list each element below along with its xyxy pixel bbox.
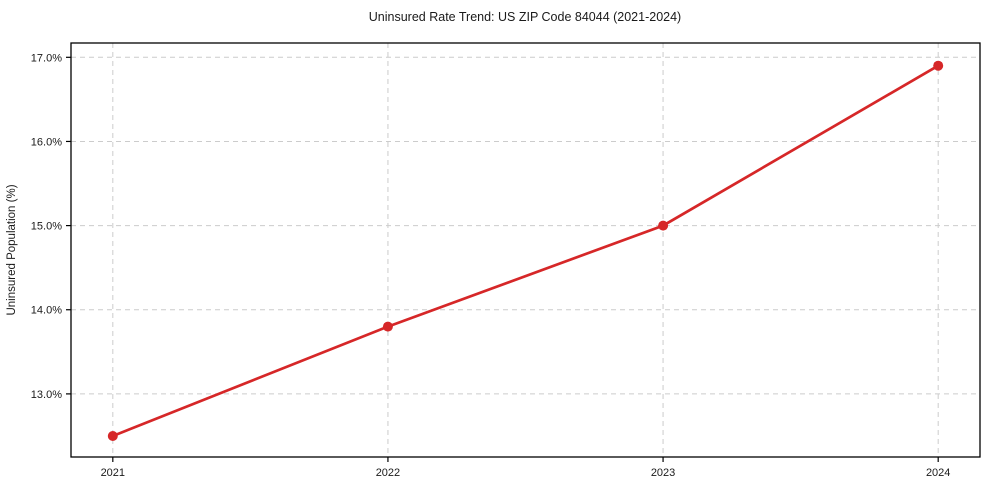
y-axis-title: Uninsured Population (%)	[6, 184, 18, 315]
trend-line	[111, 64, 940, 438]
y-tick-label: 14.0%	[31, 305, 62, 317]
chart-title: Uninsured Rate Trend: US ZIP Code 84044 …	[369, 10, 681, 24]
x-tick-label: 2022	[376, 467, 400, 479]
data-point	[107, 431, 118, 441]
y-tick-label: 13.0%	[31, 389, 62, 401]
y-tick-label: 17.0%	[31, 52, 62, 64]
chart-layer: 13.0% 14.0% 15.0% 16.0% 17.0% 2021 2022 2023 202…	[31, 42, 981, 479]
x-tick-label: 2021	[101, 467, 125, 479]
data-point	[382, 321, 393, 332]
plot-frame	[70, 42, 981, 458]
y-tick-label: 15.0%	[31, 221, 62, 233]
y-tick-label: 16.0%	[31, 136, 62, 148]
x-tick-label: 2024	[926, 467, 950, 479]
data-point	[658, 220, 669, 231]
data-point	[933, 60, 944, 71]
x-tick-label: 2023	[651, 467, 675, 479]
